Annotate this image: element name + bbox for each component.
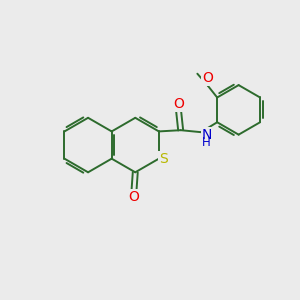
Text: S: S bbox=[159, 152, 168, 166]
Text: O: O bbox=[174, 97, 184, 111]
Text: O: O bbox=[129, 190, 140, 204]
Text: O: O bbox=[202, 71, 213, 85]
Text: H: H bbox=[202, 136, 211, 148]
Text: N: N bbox=[201, 128, 212, 142]
